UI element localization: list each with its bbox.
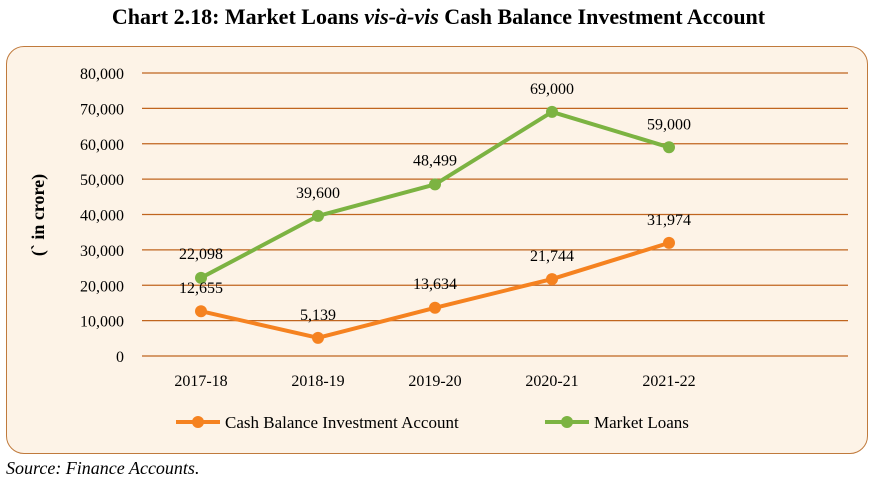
data-label: 31,974 [647, 212, 691, 229]
y-tick-labels: 0 10,000 20,000 30,000 40,000 50,000 60,000 70,… [80, 66, 124, 366]
data-point [546, 273, 558, 286]
data-label: 59,000 [647, 116, 691, 133]
x-tick-label: 2017-18 [174, 373, 227, 390]
legend-label: Market Loans [594, 413, 689, 432]
data-label: 13,634 [413, 276, 457, 293]
y-tick-label: 70,000 [80, 101, 124, 118]
data-point [312, 209, 324, 222]
data-label: 22,098 [179, 246, 223, 263]
grid-layer [142, 72, 848, 357]
data-label: 48,499 [413, 152, 457, 169]
data-label: 5,139 [300, 307, 336, 324]
series-layer [195, 105, 675, 344]
legend-marker [561, 416, 573, 428]
data-point [429, 301, 441, 314]
data-label: 12,655 [179, 280, 223, 297]
data-point [663, 236, 675, 249]
y-tick-label: 20,000 [80, 278, 124, 295]
data-point [546, 105, 558, 118]
data-point [312, 331, 324, 344]
data-label: 69,000 [530, 81, 574, 98]
series-line [200, 109, 670, 280]
y-tick-label: 40,000 [80, 208, 124, 225]
chart-title-prefix: Chart 2.18: Market Loans [111, 4, 365, 29]
legend: Cash Balance Investment Account Market Lo… [176, 413, 689, 432]
data-label: 39,600 [296, 185, 340, 202]
data-point [663, 141, 675, 154]
x-tick-labels: 2017-18 2018-19 2019-20 2020-21 2021-22 [174, 373, 695, 390]
data-point [429, 178, 441, 191]
chart-title-suffix: Cash Balance Investment Account [438, 4, 766, 29]
data-point [195, 271, 207, 284]
y-tick-label: 60,000 [80, 137, 124, 154]
y-tick-label: 50,000 [80, 172, 124, 189]
x-tick-label: 2019-20 [408, 373, 461, 390]
x-tick-label: 2018-19 [291, 373, 344, 390]
chart-title-italic: vis-à-vis [364, 4, 439, 29]
data-point [195, 305, 207, 318]
chart-title: Chart 2.18: Market Loans vis-à-vis Cash … [0, 4, 877, 30]
y-tick-label: 80,000 [80, 66, 124, 83]
x-tick-label: 2021-22 [642, 373, 695, 390]
legend-label: Cash Balance Investment Account [225, 413, 459, 432]
y-tick-label: 10,000 [80, 314, 124, 331]
legend-marker [192, 416, 204, 428]
source-note: Source: Finance Accounts. [6, 458, 200, 478]
data-label: 21,744 [530, 248, 574, 265]
y-tick-label: 0 [116, 349, 124, 366]
y-tick-label: 30,000 [80, 243, 124, 260]
data-labels: 12,655 5,139 13,634 21,744 31,974 22,098 39,60… [179, 81, 691, 324]
x-tick-label: 2020-21 [525, 373, 578, 390]
y-axis-label: (` in crore) [28, 174, 49, 256]
